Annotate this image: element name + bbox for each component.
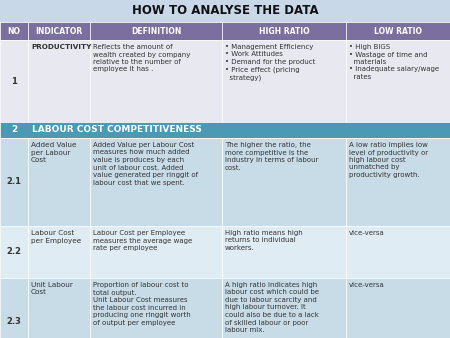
Text: Proportion of labour cost to
total output.
Unit Labour Cost measures
the labour : Proportion of labour cost to total outpu… <box>93 282 191 325</box>
Bar <box>346 278 450 338</box>
Bar <box>90 278 222 338</box>
Bar <box>90 138 222 226</box>
Text: vice-versa: vice-versa <box>349 230 385 236</box>
Text: LOW RATIO: LOW RATIO <box>374 26 422 35</box>
Bar <box>346 138 450 226</box>
Bar <box>346 22 450 40</box>
Bar <box>90 22 222 40</box>
Bar <box>0 40 28 122</box>
Bar <box>222 278 346 338</box>
Bar <box>0 138 28 226</box>
Text: NO: NO <box>8 26 21 35</box>
Text: 2: 2 <box>11 125 17 135</box>
Bar <box>0 122 450 138</box>
Text: The higher the ratio, the
more competitive is the
industry in terms of labour
co: The higher the ratio, the more competiti… <box>225 142 319 170</box>
Text: 1: 1 <box>11 76 17 86</box>
Bar <box>28 278 90 338</box>
Bar <box>28 138 90 226</box>
Text: 2.1: 2.1 <box>6 177 22 187</box>
Text: Labour Cost per Employee
measures the average wage
rate per employee: Labour Cost per Employee measures the av… <box>93 230 192 251</box>
Bar <box>28 40 90 122</box>
Text: High ratio means high
returns to individual
workers.: High ratio means high returns to individ… <box>225 230 303 251</box>
Bar <box>222 138 346 226</box>
Bar <box>222 22 346 40</box>
Bar <box>346 226 450 278</box>
Text: Reflects the amount of
wealth created by company
relative to the number of
emplo: Reflects the amount of wealth created by… <box>93 44 190 72</box>
Bar <box>0 22 450 40</box>
Text: A high ratio indicates high
labour cost which could be
due to labour scarcity an: A high ratio indicates high labour cost … <box>225 282 319 333</box>
Text: Added Value per Labour Cost
measures how much added
value is produces by each
un: Added Value per Labour Cost measures how… <box>93 142 198 186</box>
Text: HIGH RATIO: HIGH RATIO <box>259 26 309 35</box>
Text: 2.3: 2.3 <box>7 317 22 327</box>
Text: • Management Efficiency
• Work Attitudes
• Demand for the product
• Price effect: • Management Efficiency • Work Attitudes… <box>225 44 315 81</box>
Text: 2.2: 2.2 <box>6 247 22 257</box>
Text: Unit Labour
Cost: Unit Labour Cost <box>31 282 73 295</box>
Bar <box>346 40 450 122</box>
Bar <box>222 40 346 122</box>
Text: DEFINITION: DEFINITION <box>131 26 181 35</box>
Text: • High BIGS
• Wastage of time and
  materials
• Inadequate salary/wage
  rates: • High BIGS • Wastage of time and materi… <box>349 44 439 80</box>
Bar <box>90 40 222 122</box>
Text: A low ratio implies low
level of productivity or
high labour cost
unmatched by
p: A low ratio implies low level of product… <box>349 142 428 178</box>
Text: LABOUR COST COMPETITIVENESS: LABOUR COST COMPETITIVENESS <box>32 125 202 135</box>
Bar <box>0 0 450 22</box>
Bar <box>28 226 90 278</box>
Text: vice-versa: vice-versa <box>349 282 385 288</box>
Text: INDICATOR: INDICATOR <box>36 26 83 35</box>
Bar <box>0 22 28 40</box>
Bar <box>28 22 90 40</box>
Text: PRODUCTIVITY: PRODUCTIVITY <box>31 44 91 50</box>
Bar <box>0 226 28 278</box>
Text: Labour Cost
per Employee: Labour Cost per Employee <box>31 230 81 243</box>
Text: Added Value
per Labour
Cost: Added Value per Labour Cost <box>31 142 76 163</box>
Bar <box>0 278 28 338</box>
Bar <box>222 226 346 278</box>
Bar <box>90 226 222 278</box>
Text: HOW TO ANALYSE THE DATA: HOW TO ANALYSE THE DATA <box>132 4 318 18</box>
